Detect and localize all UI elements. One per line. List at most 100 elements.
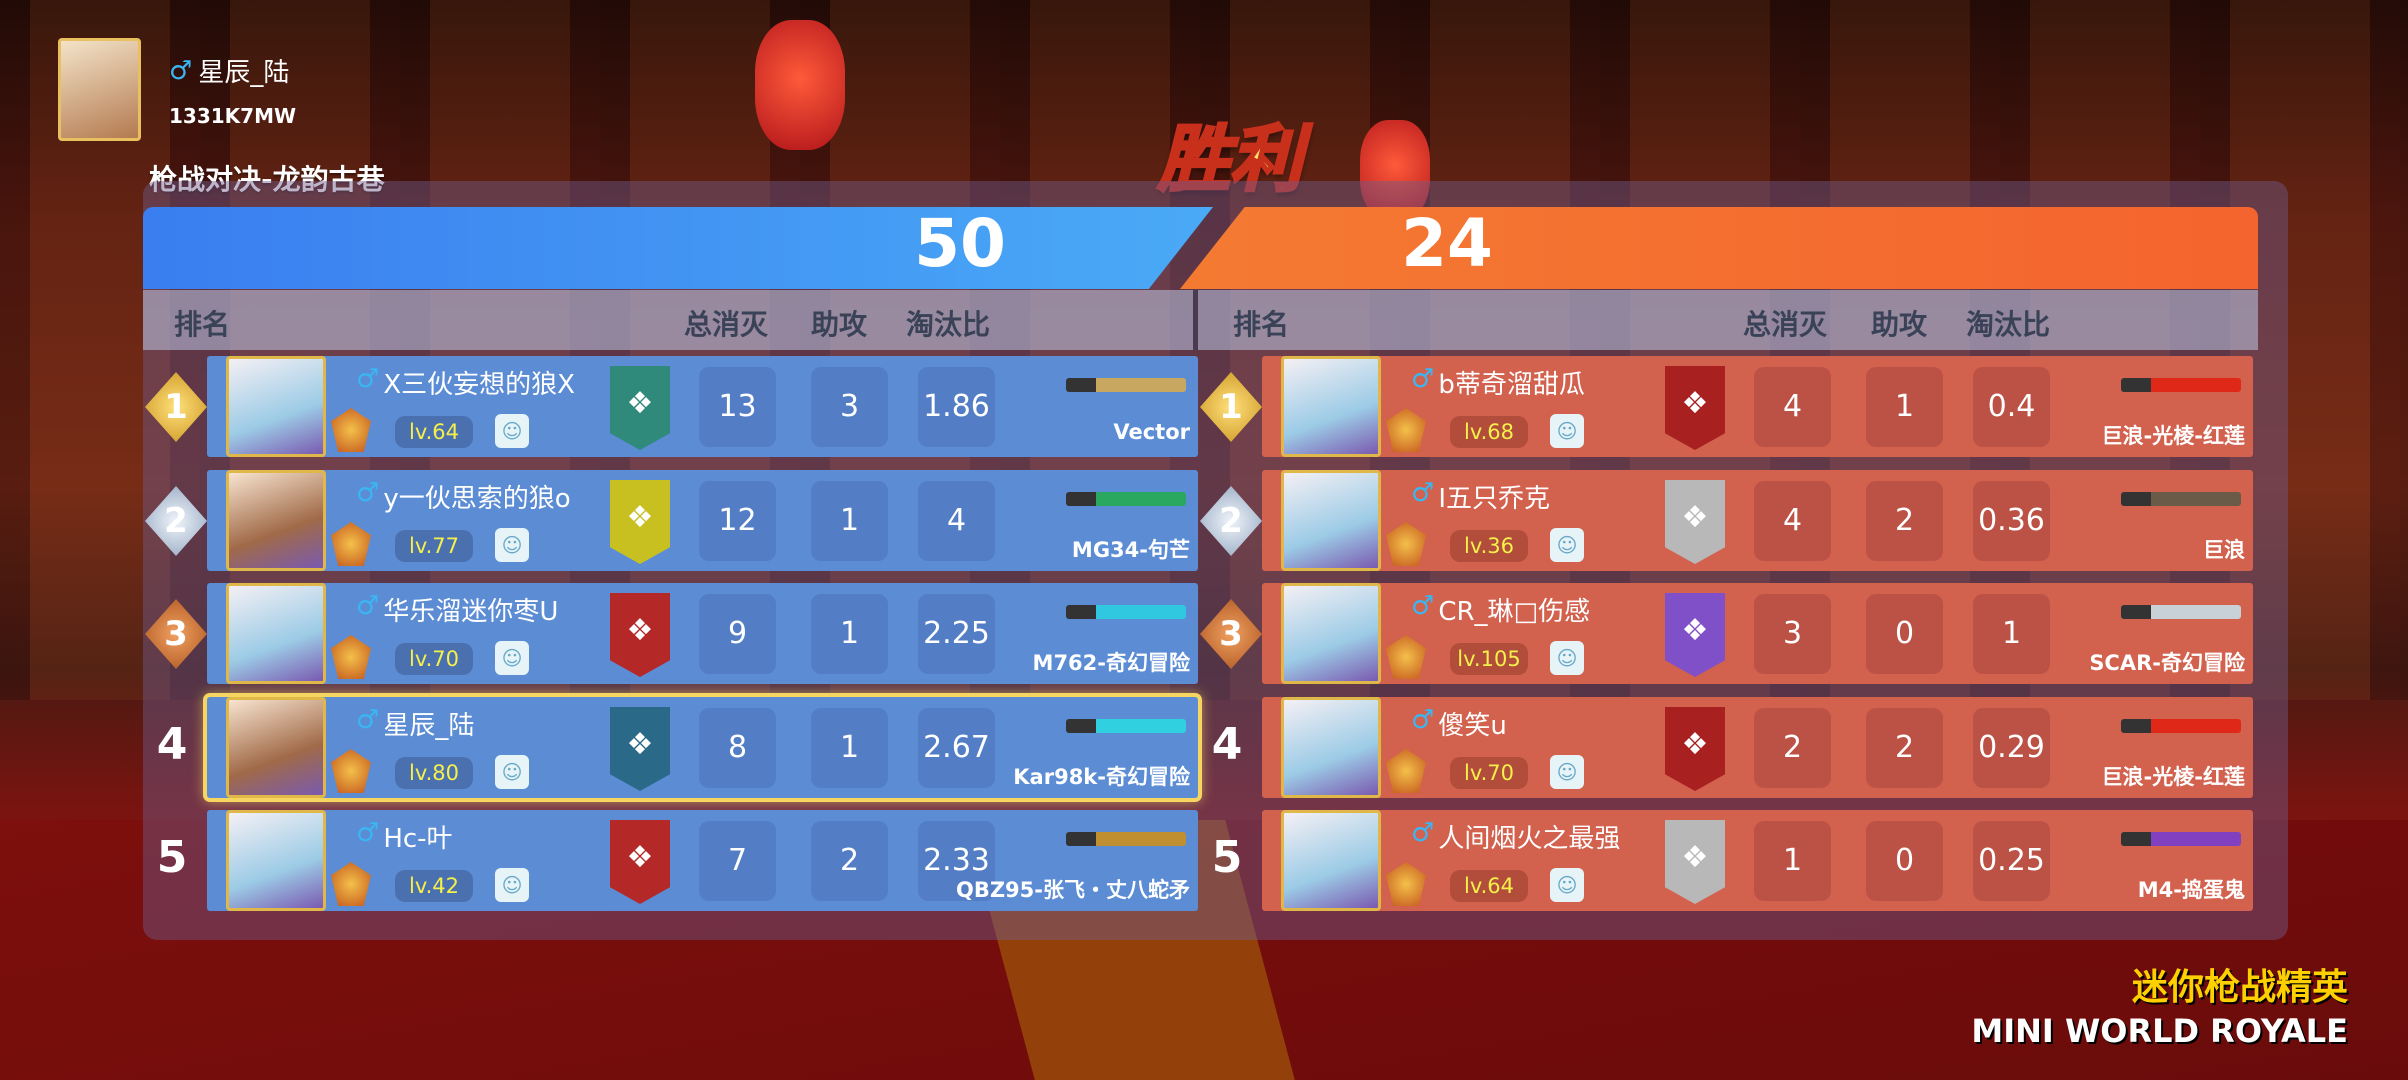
player-avatar[interactable] [58,38,141,141]
add-friend-icon[interactable]: ☺ [1550,755,1584,789]
weapon-icon [1066,492,1186,506]
player-profile[interactable]: ♂ 星辰_陆 1331K7MW [58,38,296,141]
weapon-name: 巨浪-光棱-红莲 [2101,424,2245,448]
blue-team-score: 50 [914,205,1006,282]
red-column-header [1198,290,2258,350]
header-ratio: 淘汰比 [1966,308,2051,341]
player-id: 1331K7MW [169,104,297,128]
add-friend-icon[interactable]: ☺ [495,755,529,789]
kills-value: 3 [1754,594,1831,674]
kills-value: 12 [699,481,776,561]
player-avatar[interactable] [226,810,326,911]
player-row[interactable]: ♂ Hc-叶 lv.42 ☺ ❖ 7 2 2.33 QBZ95-张飞・丈八蛇矛 [207,810,1198,911]
blue-column-header [143,290,1193,350]
add-friend-icon[interactable]: ☺ [1550,641,1584,675]
level-badge: lv.105 [1450,643,1528,675]
player-name-group: ♂ 华乐溜迷你枣U [356,591,558,628]
level-badge: lv.80 [395,757,473,789]
male-icon: ♂ [1411,705,1435,735]
kills-value: 2 [1754,708,1831,788]
player-row[interactable]: ♂ I五只乔克 lv.36 ☺ ❖ 4 2 0.36 巨浪 [1262,470,2253,571]
player-name-group: ♂ I五只乔克 [1411,478,1550,515]
player-avatar[interactable] [1281,356,1381,457]
player-name-group: ♂ b蒂奇溜甜瓜 [1411,364,1585,401]
player-name-group: ♂ 傻笑u [1411,705,1507,742]
player-name-group: ♂ X三伙妄想的狼X [356,364,575,401]
assists-value: 1 [811,481,888,561]
player-name: 星辰_陆 [383,711,475,741]
add-friend-icon[interactable]: ☺ [1550,414,1584,448]
level-badge: lv.77 [395,530,473,562]
team-emblem-icon: ❖ [1665,820,1725,904]
orange-team-score-bar [1180,207,2258,289]
player-name: X三伙妄想的狼X [383,370,575,400]
rank-tier-icon [1386,635,1426,679]
male-icon: ♂ [356,818,380,848]
weapon-name: MG34-句芒 [1071,538,1190,562]
team-emblem-icon: ❖ [610,593,670,677]
ratio-value: 0.36 [1973,481,2050,561]
player-avatar[interactable] [226,583,326,684]
kills-value: 4 [1754,367,1831,447]
ratio-value: 2.67 [918,708,995,788]
add-friend-icon[interactable]: ☺ [495,414,529,448]
player-avatar[interactable] [226,470,326,571]
player-row[interactable]: ♂ X三伙妄想的狼X lv.64 ☺ ❖ 13 3 1.86 Vector [207,356,1198,457]
ratio-value: 2.33 [918,821,995,901]
player-name: b蒂奇溜甜瓜 [1438,370,1585,400]
player-row[interactable]: ♂ 华乐溜迷你枣U lv.70 ☺ ❖ 9 1 2.25 M762-奇幻冒险 [207,583,1198,684]
male-icon: ♂ [356,364,380,394]
weapon-name: QBZ95-张飞・丈八蛇矛 [955,878,1190,902]
header-kills: 总消灭 [684,308,769,341]
weapon-name: 巨浪-光棱-红莲 [2101,765,2245,789]
weapon-icon [1066,719,1186,733]
rank-number: 4 [1211,719,1243,770]
level-badge: lv.70 [1450,757,1528,789]
player-row[interactable]: ♂ 人间烟火之最强 lv.64 ☺ ❖ 1 0 0.25 M4-捣蛋鬼 [1262,810,2253,911]
player-name-group: ♂ CR_琳□伤感 [1411,591,1590,628]
assists-value: 0 [1866,594,1943,674]
team-emblem-icon: ❖ [610,820,670,904]
rank-number: 5 [1211,832,1243,883]
rank-tier-icon [1386,408,1426,452]
player-avatar[interactable] [1281,697,1381,798]
victory-banner: 胜利 [1156,116,1303,203]
rank-tier-icon [331,522,371,566]
player-name: 星辰_陆 [198,58,290,88]
male-icon: ♂ [1411,818,1435,848]
level-badge: lv.70 [395,643,473,675]
player-avatar[interactable] [1281,810,1381,911]
weapon-name: 巨浪 [2203,538,2245,562]
weapon-icon [2121,832,2241,846]
weapon-name: Kar98k-奇幻冒险 [1013,765,1190,789]
weapon-name: M762-奇幻冒险 [1032,651,1190,675]
player-name-group: ♂ 星辰_陆 [356,705,474,742]
male-icon: ♂ [356,478,380,508]
player-name-group: ♂ y一伙思索的狼o [356,478,571,515]
add-friend-icon[interactable]: ☺ [495,868,529,902]
add-friend-icon[interactable]: ☺ [1550,868,1584,902]
player-row[interactable]: ♂ 星辰_陆 lv.80 ☺ ❖ 8 1 2.67 Kar98k-奇幻冒险 [207,697,1198,798]
add-friend-icon[interactable]: ☺ [495,641,529,675]
player-row[interactable]: ♂ CR_琳□伤感 lv.105 ☺ ❖ 3 0 1 SCAR-奇幻冒险 [1262,583,2253,684]
add-friend-icon[interactable]: ☺ [1550,528,1584,562]
player-row[interactable]: ♂ 傻笑u lv.70 ☺ ❖ 2 2 0.29 巨浪-光棱-红莲 [1262,697,2253,798]
ratio-value: 4 [918,481,995,561]
weapon-icon [2121,378,2241,392]
player-avatar[interactable] [226,697,326,798]
player-row[interactable]: ♂ b蒂奇溜甜瓜 lv.68 ☺ ❖ 4 1 0.4 巨浪-光棱-红莲 [1262,356,2253,457]
add-friend-icon[interactable]: ☺ [495,528,529,562]
kills-value: 13 [699,367,776,447]
player-avatar[interactable] [226,356,326,457]
header-assists: 助攻 [811,308,868,341]
assists-value: 2 [1866,708,1943,788]
player-name: I五只乔克 [1438,484,1550,514]
level-badge: lv.64 [395,416,473,448]
player-avatar[interactable] [1281,583,1381,684]
player-avatar[interactable] [1281,470,1381,571]
ratio-value: 0.25 [1973,821,2050,901]
weapon-name: Vector [1113,420,1190,444]
header-rank: 排名 [174,308,231,341]
header-ratio: 淘汰比 [906,308,991,341]
player-row[interactable]: ♂ y一伙思索的狼o lv.77 ☺ ❖ 12 1 4 MG34-句芒 [207,470,1198,571]
